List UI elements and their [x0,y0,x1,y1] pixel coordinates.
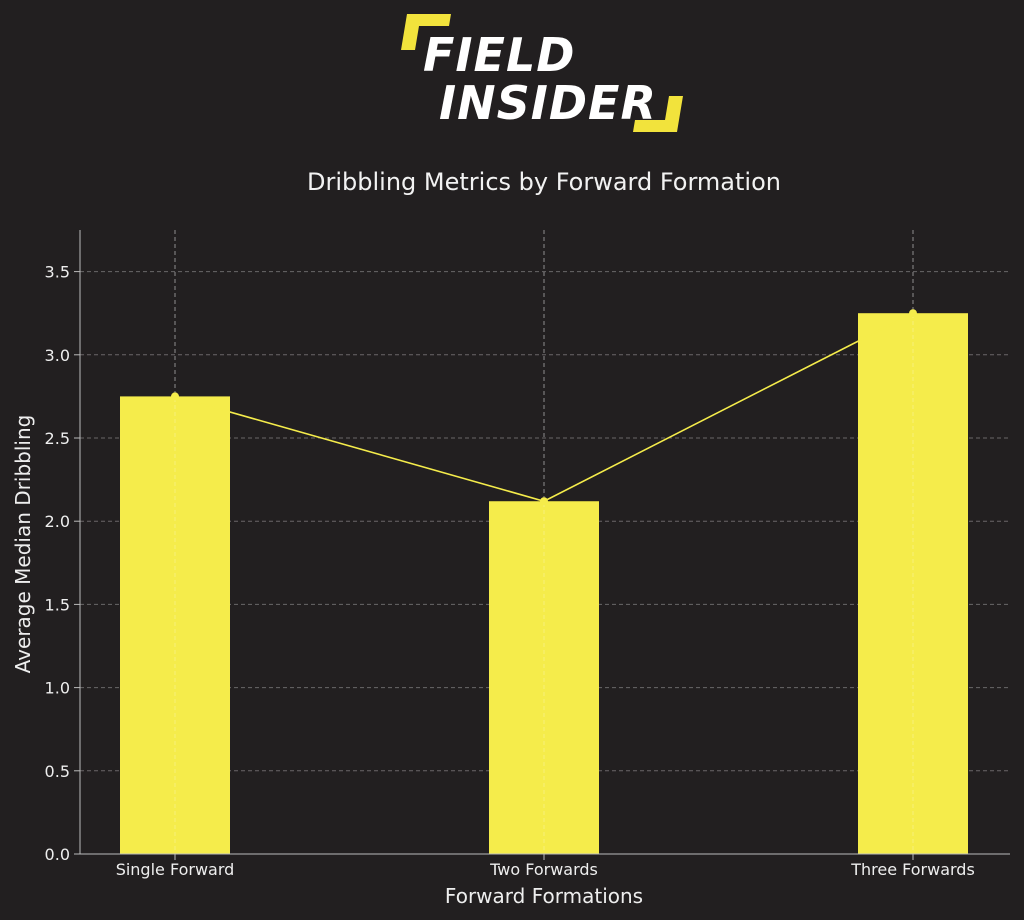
y-tick-label: 2.0 [45,512,70,531]
trend-point [909,309,917,318]
y-axis-title: Average Median Dribbling [11,415,35,674]
y-tick-label: 3.0 [45,346,70,365]
bar-layer [120,230,968,854]
x-axis-title: Forward Formations [445,884,643,908]
logo-brackets [401,14,683,132]
x-tick-label: Single Forward [116,860,235,879]
y-tick-label: 1.0 [45,679,70,698]
bar-single-forward [120,396,230,854]
logo-line-1: FIELD [423,28,576,82]
y-tick-label: 2.5 [45,429,70,448]
bar-two-forwards [489,501,599,854]
chart-title: Dribbling Metrics by Forward Formation [307,168,781,196]
trend-point [171,392,179,401]
trend-point [540,497,548,506]
x-tick-label: Three Forwards [850,860,975,879]
logo-line-2: INSIDER [439,76,657,130]
line-layer [171,309,917,506]
x-tick-label: Two Forwards [489,860,598,879]
field-insider-logo: FIELD INSIDER [395,8,695,140]
label-layer: 0.0 0.5 1.0 1.5 2.0 2.5 3.0 3.5 Single Forward Tw… [11,263,975,908]
bar-three-forwards [858,313,968,854]
y-tick-label: 3.5 [45,263,70,282]
logo-bracket-bottom-right [633,96,683,132]
y-tick-label: 1.5 [45,595,70,614]
y-tick-label: 0.0 [45,845,70,864]
logo-bracket-top-left [401,14,451,50]
y-tick-label: 0.5 [45,762,70,781]
axis-layer [74,230,1010,860]
